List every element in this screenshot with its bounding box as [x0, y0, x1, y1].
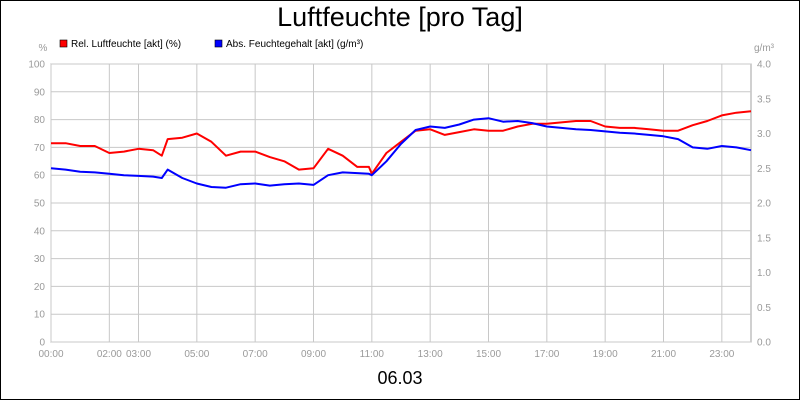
chart-title: Luftfeuchte [pro Tag]	[277, 2, 523, 32]
legend-swatch-2	[214, 39, 223, 48]
y-right-tick-label: 4.0	[757, 60, 771, 71]
x-tick-label: 09:00	[301, 349, 326, 360]
x-tick-label: 21:00	[651, 349, 676, 360]
y-left-tick-label: 10	[34, 310, 46, 321]
y-left-tick-label: 80	[34, 115, 46, 126]
y-right-tick-label: 1.5	[757, 233, 771, 244]
x-tick-label: 13:00	[418, 349, 443, 360]
legend-swatch-1	[59, 39, 68, 48]
x-tick-label: 17:00	[534, 349, 559, 360]
y-right-tick-label: 2.5	[757, 164, 771, 175]
y-right-tick-label: 0.5	[757, 303, 771, 314]
y-left-tick-label: 20	[34, 282, 46, 293]
y-left-tick-label: 70	[34, 143, 46, 154]
y-right-axis-label: g/m³	[754, 43, 775, 54]
x-tick-label: 05:00	[184, 349, 209, 360]
y-left-tick-label: 40	[34, 226, 46, 237]
y-right-tick-label: 2.0	[757, 199, 771, 210]
y-right-tick-label: 3.5	[757, 94, 771, 105]
y-left-tick-label: 60	[34, 171, 46, 182]
series-line-2	[50, 117, 752, 189]
y-right-tick-label: 1.0	[757, 268, 771, 279]
x-tick-label: 03:00	[126, 349, 151, 360]
y-right-tick-label: 0.0	[757, 338, 771, 349]
legend-label-1: Rel. Luftfeuchte [akt] (%)	[71, 39, 181, 50]
x-tick-label: 19:00	[593, 349, 618, 360]
y-left-tick-label: 30	[34, 254, 46, 265]
y-left-tick-label: 50	[34, 199, 46, 210]
y-left-tick-label: 90	[34, 87, 46, 98]
x-tick-label: 00:00	[38, 349, 63, 360]
y-left-axis-label: %	[39, 43, 48, 54]
x-tick-label: 23:00	[709, 349, 734, 360]
x-tick-label: 15:00	[476, 349, 501, 360]
y-left-tick-label: 0	[39, 338, 45, 349]
y-right-tick-label: 3.0	[757, 129, 771, 140]
x-tick-label: 02:00	[97, 349, 122, 360]
x-tick-label: 11:00	[360, 349, 385, 360]
series-line-1	[51, 110, 752, 175]
x-tick-label: 07:00	[243, 349, 268, 360]
legend-label-2: Abs. Feuchtegehalt [akt] (g/m³)	[226, 39, 363, 50]
y-left-tick-label: 100	[28, 60, 45, 71]
x-axis-caption: 06.03	[377, 368, 423, 388]
